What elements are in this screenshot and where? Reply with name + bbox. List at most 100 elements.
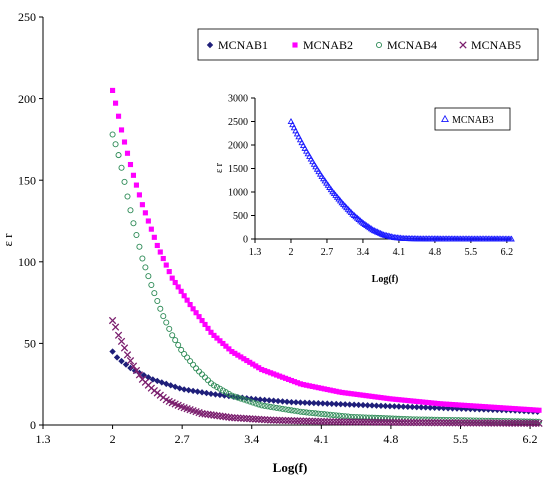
series-mcnab2-point [509,405,515,412]
series-mcnab4-point [279,405,286,412]
series-mcnab1-point [194,388,201,395]
series-mcnab4-point [321,411,328,418]
series-mcnab5-point [305,417,314,425]
series-mcnab5-point [532,419,540,428]
series-mcnab5-point [425,419,433,427]
series-mcnab4-point [169,332,176,339]
inset-x-tick-label: 6.2 [501,247,514,258]
series-mcnab2-point [229,349,235,355]
series-mcnab2-point [235,352,241,358]
series-mcnab4-point [148,281,155,288]
series-mcnab5-point [269,416,278,424]
series-mcnab1-point [364,402,371,409]
series-mcnab2-point [232,350,238,356]
inset-x-tick-label: 3.4 [357,247,370,258]
series-mcnab2-point [259,366,265,373]
series-mcnab1-point [413,403,420,411]
series-mcnab5-point [332,418,340,426]
series-mcnab2-point [238,354,244,360]
inset-plot-area: 1.3 2 2.7 3.4 4.1 4.8 5.5 6.2 0 500 1000 1500 2000 25… [214,94,515,285]
series-mcnab4-point [249,399,256,406]
series-mcnab2-point [241,356,247,362]
series-mcnab2-point [452,402,459,408]
series-mcnab1-point [207,390,215,398]
series-mcnab2-point [327,387,333,393]
series-mcnab2-point [518,406,524,412]
series-mcnab5-point [505,419,513,427]
main-y-tick-label: 150 [18,173,36,187]
series-mcnab2-point [169,275,175,281]
series-mcnab4-point [330,412,337,419]
series-mcnab4-point [184,354,191,361]
series-mcnab5-point [335,418,343,426]
series-mcnab4-point [145,273,152,280]
series-mcnab5-point [511,419,519,427]
series-mcnab4-point [166,325,173,332]
series-mcnab2-point [300,382,306,388]
series-mcnab3-point [373,228,381,235]
series-mcnab2-point [136,192,142,198]
legend-label-mcnab4: MCNAB4 [387,38,437,52]
main-plot-area: 1.3 2 2.7 3.4 4.1 4.8 5.5 6.2 0 50 100 150 200 250 Log… [0,10,543,475]
series-mcnab2-point [479,403,485,410]
series-mcnab1-point [306,399,313,407]
legend-label-mcnab5: MCNAB5 [471,38,521,52]
series-mcnab2-point [512,406,518,412]
series-mcnab4-point [136,243,143,250]
series-mcnab2-point [405,397,411,404]
main-y-tick-label: 50 [24,337,36,351]
series-mcnab5-point [135,371,144,379]
series-mcnab5-point [451,419,460,427]
series-mcnab4-point [228,392,235,399]
series-mcnab2-point [196,314,202,320]
series-mcnab1-point [359,401,367,409]
series-mcnab5-point [439,419,448,427]
series-mcnab1-point [404,403,411,411]
series-mcnab5-point [326,418,334,426]
series-mcnab4-point [294,408,301,415]
series-mcnab4-point [246,398,253,405]
series-mcnab4-point [306,409,313,416]
series-mcnab4-point [243,397,250,404]
series-mcnab5-point [466,419,475,427]
main-x-tick-label: 5.5 [453,432,468,446]
series-mcnab4-point [309,410,316,417]
series-mcnab4-point [297,408,304,415]
series-mcnab2-point [282,375,289,381]
series-mcnab1-point [122,361,130,368]
series-mcnab5-point [401,418,409,427]
series-mcnab2-point [157,249,163,255]
series-mcnab2-point [372,394,378,400]
series-mcnab3-point [372,227,380,234]
main-y-tick-label: 200 [18,92,36,106]
series-mcnab2-point [446,401,453,407]
series-mcnab5-point [350,418,358,426]
series-mcnab2-point [500,405,506,411]
series-mcnab4-point [109,131,116,138]
main-x-tick-label: 6.2 [523,432,538,446]
series-mcnab3-point [293,130,301,137]
series-mcnab1-point [422,404,429,411]
series-mcnab2-point [399,397,405,403]
series-mcnab5-point [120,344,129,352]
series-mcnab4-point [392,415,399,422]
series-mcnab4-point [210,382,217,389]
series-mcnab2-point [381,395,387,401]
series-mcnab2-point [530,407,536,413]
series-mcnab1-point [377,402,385,410]
series-mcnab2-point [438,401,444,407]
series-mcnab2-point [127,161,134,168]
series-mcnab4-point [300,409,307,416]
inset-x-tick-label: 4.1 [393,247,406,258]
series-mcnab2-point [256,365,262,371]
series-mcnab5-point [329,418,337,426]
series-mcnab2-point [390,396,396,402]
series-mcnab1-point [265,397,273,404]
series-mcnab2-point [426,400,432,406]
series-mcnab5-point [314,417,322,426]
series-mcnab2-point [432,400,438,406]
series-mcnab5-point [502,419,510,427]
inset-legend-box [434,107,511,131]
series-mcnab4-point [240,396,247,403]
series-mcnab2-point [324,386,330,393]
